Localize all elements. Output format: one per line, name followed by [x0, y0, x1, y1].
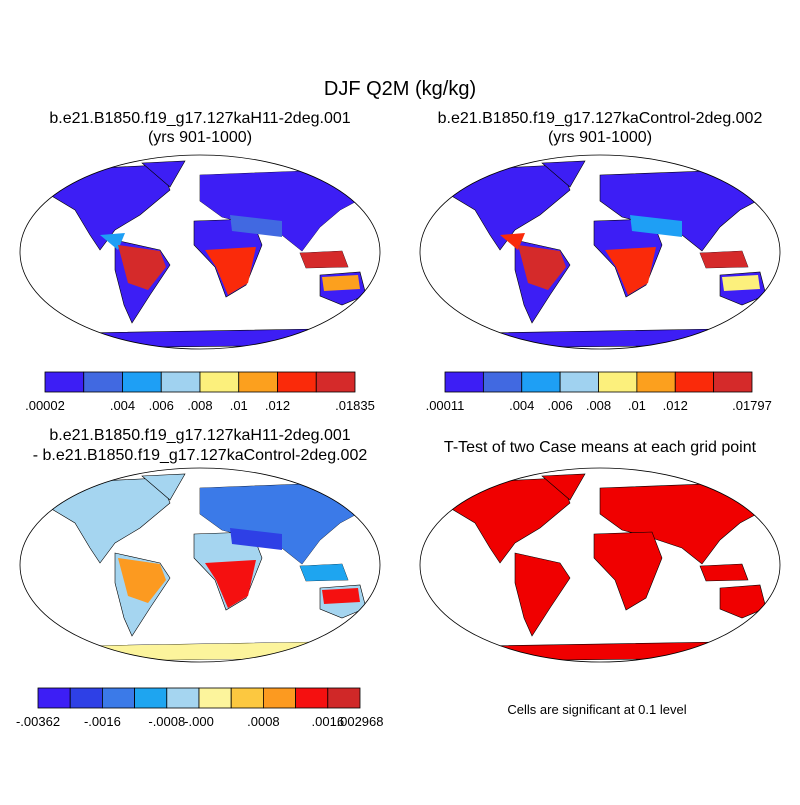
colorbar-box: [44, 371, 85, 393]
map-outline: [419, 154, 781, 350]
panel-title: - b.e21.B1850.f19_g17.127kaControl-2deg.…: [33, 447, 368, 464]
map: [19, 154, 381, 350]
colorbar-box: [327, 687, 361, 709]
colorbar-label: .006: [149, 398, 174, 413]
colorbar-box: [122, 371, 162, 393]
colorbar-box: [102, 687, 136, 709]
region-shade: [700, 251, 748, 268]
colorbar-box: [83, 371, 123, 393]
colorbar-label: -.0008: [148, 714, 185, 729]
region-shade: [300, 251, 348, 268]
colorbar-box: [295, 687, 329, 709]
map: [419, 154, 781, 350]
colorbar-box: [598, 371, 638, 393]
map-outline: [19, 467, 381, 663]
land: [449, 160, 769, 349]
map-outline: [19, 154, 381, 350]
colorbar-label: -.00362: [16, 714, 60, 729]
panel-title: b.e21.B1850.f19_g17.127kaH11-2deg.001: [49, 427, 350, 444]
colorbar-box: [160, 371, 201, 393]
map: [19, 467, 381, 663]
colorbar-box: [444, 371, 484, 393]
continent: [593, 531, 663, 611]
land: [449, 473, 769, 662]
colorbar-label: .01835: [335, 398, 375, 413]
colorbar-box: [262, 687, 296, 709]
note: Cells are significant at 0.1 level: [507, 702, 686, 717]
colorbar-box: [198, 687, 232, 709]
map: [419, 467, 781, 663]
region-shade: [322, 588, 360, 604]
colorbar-box: [199, 371, 240, 393]
colorbar-box: [482, 371, 523, 393]
region-shade: [322, 275, 360, 291]
colorbar-label: .012: [663, 398, 688, 413]
region-shade: [722, 275, 760, 291]
region-shade: [205, 247, 256, 295]
colorbar-box: [521, 371, 561, 393]
colorbar-box: [559, 371, 599, 393]
continent: [719, 584, 767, 619]
panel-title: b.e21.B1850.f19_g17.127kaControl-2deg.00…: [438, 110, 763, 127]
colorbar-label: .004: [110, 398, 135, 413]
colorbar-label: .008: [586, 398, 611, 413]
continent: [449, 477, 571, 564]
region-shade: [205, 560, 256, 608]
panel-title: b.e21.B1850.f19_g17.127kaH11-2deg.001: [49, 110, 350, 127]
colorbar-box: [315, 371, 356, 393]
colorbar-box: [713, 371, 753, 393]
colorbar-box: [277, 371, 317, 393]
colorbar-box: [166, 687, 200, 709]
colorbar-label: .0016: [312, 714, 345, 729]
colorbar-box: [134, 687, 168, 709]
region-shade: [300, 564, 348, 581]
figure-title: DJF Q2M (kg/kg): [324, 78, 476, 100]
map-outline: [419, 467, 781, 663]
continent: [514, 552, 571, 637]
colorbar-box: [674, 371, 715, 393]
panel-title: (yrs 901-1000): [548, 129, 652, 146]
colorbar-label: .002968: [337, 714, 384, 729]
colorbar-box: [69, 687, 103, 709]
colorbar-box: [230, 687, 264, 709]
colorbar-box: [238, 371, 278, 393]
panel-title: T-Test of two Case means at each grid po…: [444, 439, 757, 456]
colorbar-box: [636, 371, 676, 393]
region-shade: [605, 247, 656, 295]
land: [49, 160, 369, 349]
colorbar-label: .012: [265, 398, 290, 413]
colorbar-label: .006: [547, 398, 572, 413]
colorbar-label: .0008: [247, 714, 280, 729]
colorbar-label: .00002: [25, 398, 65, 413]
land: [49, 473, 369, 662]
continent: [699, 563, 749, 582]
continent: [49, 477, 171, 564]
colorbar-label: .01797: [732, 398, 772, 413]
colorbar-box: [37, 687, 71, 709]
colorbar-label: .00011: [426, 398, 465, 413]
colorbar-label: -.0016: [84, 714, 121, 729]
panel-title: (yrs 901-1000): [148, 129, 252, 146]
colorbar-label: .008: [187, 398, 212, 413]
colorbar-label: -.000: [184, 714, 214, 729]
colorbar-label: .01: [628, 398, 646, 413]
colorbar-label: .004: [509, 398, 534, 413]
colorbar-label: .01: [230, 398, 248, 413]
